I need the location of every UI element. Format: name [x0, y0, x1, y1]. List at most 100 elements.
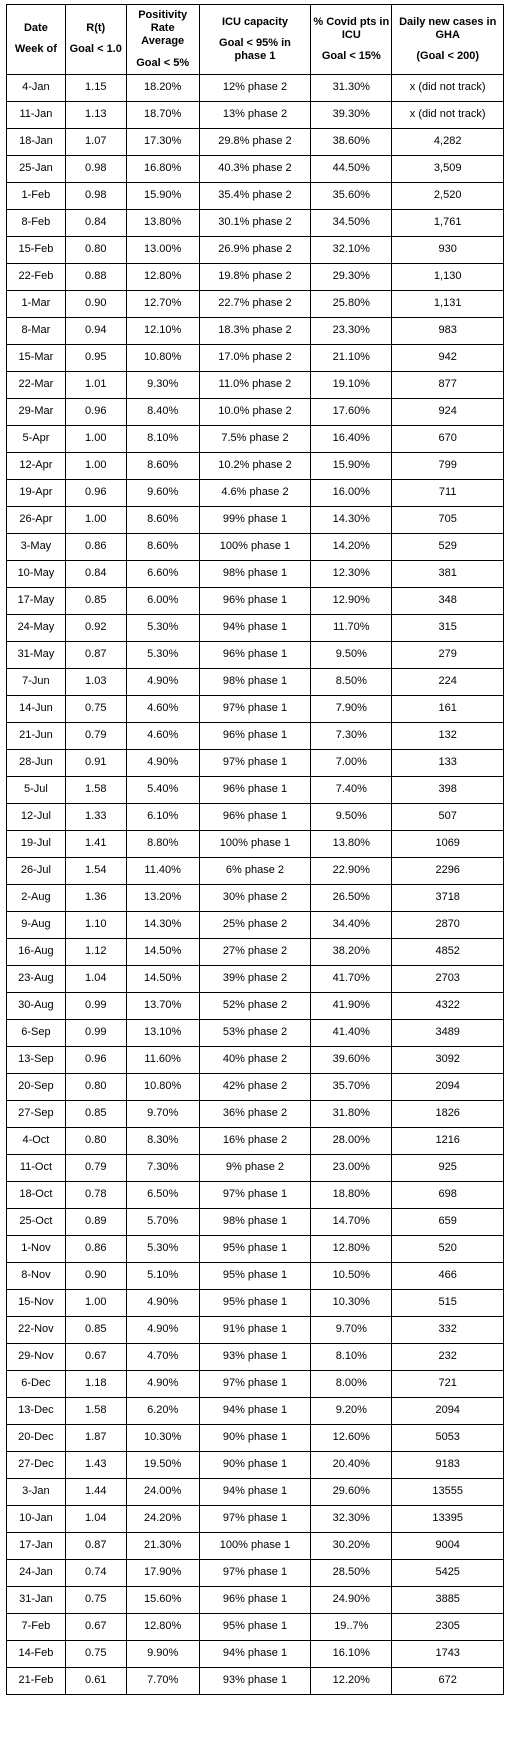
- cell: 16% phase 2: [199, 1127, 311, 1154]
- cell: 13% phase 2: [199, 101, 311, 128]
- cell: 100% phase 1: [199, 1532, 311, 1559]
- cell: 35.60%: [311, 182, 392, 209]
- cell: 17.30%: [126, 128, 199, 155]
- cell: 8-Mar: [7, 317, 66, 344]
- col-header-sub-2: Goal < 5%: [129, 57, 197, 70]
- table-header: DateWeek ofR(t)Goal < 1.0Positivity Rate…: [7, 5, 504, 75]
- cell: 1-Nov: [7, 1235, 66, 1262]
- cell: 1.15: [65, 74, 126, 101]
- cell: 4-Oct: [7, 1127, 66, 1154]
- cell: 41.70%: [311, 965, 392, 992]
- cell: 3-Jan: [7, 1478, 66, 1505]
- cell: 20.40%: [311, 1451, 392, 1478]
- cell: 0.87: [65, 641, 126, 668]
- cell: 29.60%: [311, 1478, 392, 1505]
- table-row: 13-Sep0.9611.60%40% phase 239.60%3092: [7, 1046, 504, 1073]
- cell: 6.50%: [126, 1181, 199, 1208]
- cell: 4.90%: [126, 1316, 199, 1343]
- cell: 8.10%: [311, 1343, 392, 1370]
- cell: 0.78: [65, 1181, 126, 1208]
- cell: 13.10%: [126, 1019, 199, 1046]
- table-row: 14-Jun0.754.60%97% phase 17.90%161: [7, 695, 504, 722]
- table-row: 18-Jan1.0717.30%29.8% phase 238.60%4,282: [7, 128, 504, 155]
- cell: 10.2% phase 2: [199, 452, 311, 479]
- table-row: 9-Aug1.1014.30%25% phase 234.40%2870: [7, 911, 504, 938]
- cell: 38.20%: [311, 938, 392, 965]
- cell: 0.87: [65, 1532, 126, 1559]
- cell: 14.50%: [126, 965, 199, 992]
- cell: 11-Oct: [7, 1154, 66, 1181]
- cell: 5-Jul: [7, 776, 66, 803]
- cell: 5053: [392, 1424, 504, 1451]
- cell: 0.96: [65, 1046, 126, 1073]
- table-row: 19-Jul1.418.80%100% phase 113.80%1069: [7, 830, 504, 857]
- cell: 35.70%: [311, 1073, 392, 1100]
- cell: 0.90: [65, 1262, 126, 1289]
- cell: 7.40%: [311, 776, 392, 803]
- col-header-main-3: ICU capacity: [202, 16, 309, 29]
- cell: 1.58: [65, 1397, 126, 1424]
- cell: 5.70%: [126, 1208, 199, 1235]
- cell: 8.50%: [311, 668, 392, 695]
- cell: 29-Nov: [7, 1343, 66, 1370]
- table-row: 24-May0.925.30%94% phase 111.70%315: [7, 614, 504, 641]
- cell: 13.00%: [126, 236, 199, 263]
- cell: 0.74: [65, 1559, 126, 1586]
- cell: 1.00: [65, 506, 126, 533]
- table-row: 18-Oct0.786.50%97% phase 118.80%698: [7, 1181, 504, 1208]
- cell: 36% phase 2: [199, 1100, 311, 1127]
- cell: 1.18: [65, 1370, 126, 1397]
- cell: 398: [392, 776, 504, 803]
- table-row: 22-Feb0.8812.80%19.8% phase 229.30%1,130: [7, 263, 504, 290]
- cell: 1,130: [392, 263, 504, 290]
- cell: 13.20%: [126, 884, 199, 911]
- cell: 96% phase 1: [199, 1586, 311, 1613]
- cell: 6-Dec: [7, 1370, 66, 1397]
- cell: 14.30%: [311, 506, 392, 533]
- cell: 20-Sep: [7, 1073, 66, 1100]
- cell: 4.90%: [126, 1289, 199, 1316]
- cell: 19.8% phase 2: [199, 263, 311, 290]
- cell: 29.30%: [311, 263, 392, 290]
- cell: 0.90: [65, 290, 126, 317]
- table-row: 16-Aug1.1214.50%27% phase 238.20%4852: [7, 938, 504, 965]
- cell: 7.90%: [311, 695, 392, 722]
- cell: 3092: [392, 1046, 504, 1073]
- cell: 9.60%: [126, 479, 199, 506]
- cell: 9.70%: [126, 1100, 199, 1127]
- cell: 12-Apr: [7, 452, 66, 479]
- cell: 23.30%: [311, 317, 392, 344]
- table-row: 3-May0.868.60%100% phase 114.20%529: [7, 533, 504, 560]
- cell: 4.60%: [126, 695, 199, 722]
- col-header-main-5: Daily new cases in GHA: [394, 16, 501, 42]
- cell: 8.80%: [126, 830, 199, 857]
- cell: 7.70%: [126, 1667, 199, 1694]
- cell: 10.30%: [311, 1289, 392, 1316]
- cell: 19.10%: [311, 371, 392, 398]
- cell: 31.80%: [311, 1100, 392, 1127]
- cell: 12.30%: [311, 560, 392, 587]
- table-row: 15-Feb0.8013.00%26.9% phase 232.10%930: [7, 236, 504, 263]
- table-row: 26-Jul1.5411.40%6% phase 222.90%2296: [7, 857, 504, 884]
- cell: 1743: [392, 1640, 504, 1667]
- table-row: 28-Jun0.914.90%97% phase 17.00%133: [7, 749, 504, 776]
- cell: 25.80%: [311, 290, 392, 317]
- cell: 0.84: [65, 209, 126, 236]
- cell: 14.70%: [311, 1208, 392, 1235]
- cell: 31-May: [7, 641, 66, 668]
- cell: 31-Jan: [7, 1586, 66, 1613]
- cell: 2305: [392, 1613, 504, 1640]
- cell: 20-Dec: [7, 1424, 66, 1451]
- cell: 0.85: [65, 1316, 126, 1343]
- table-row: 27-Sep0.859.70%36% phase 231.80%1826: [7, 1100, 504, 1127]
- cell: 28.50%: [311, 1559, 392, 1586]
- cell: 28.00%: [311, 1127, 392, 1154]
- cell: 29.8% phase 2: [199, 128, 311, 155]
- cell: 22.90%: [311, 857, 392, 884]
- cell: 0.91: [65, 749, 126, 776]
- cell: 0.75: [65, 1640, 126, 1667]
- table-row: 14-Feb0.759.90%94% phase 116.10%1743: [7, 1640, 504, 1667]
- cell: 8.60%: [126, 452, 199, 479]
- cell: 17.0% phase 2: [199, 344, 311, 371]
- cell: 100% phase 1: [199, 830, 311, 857]
